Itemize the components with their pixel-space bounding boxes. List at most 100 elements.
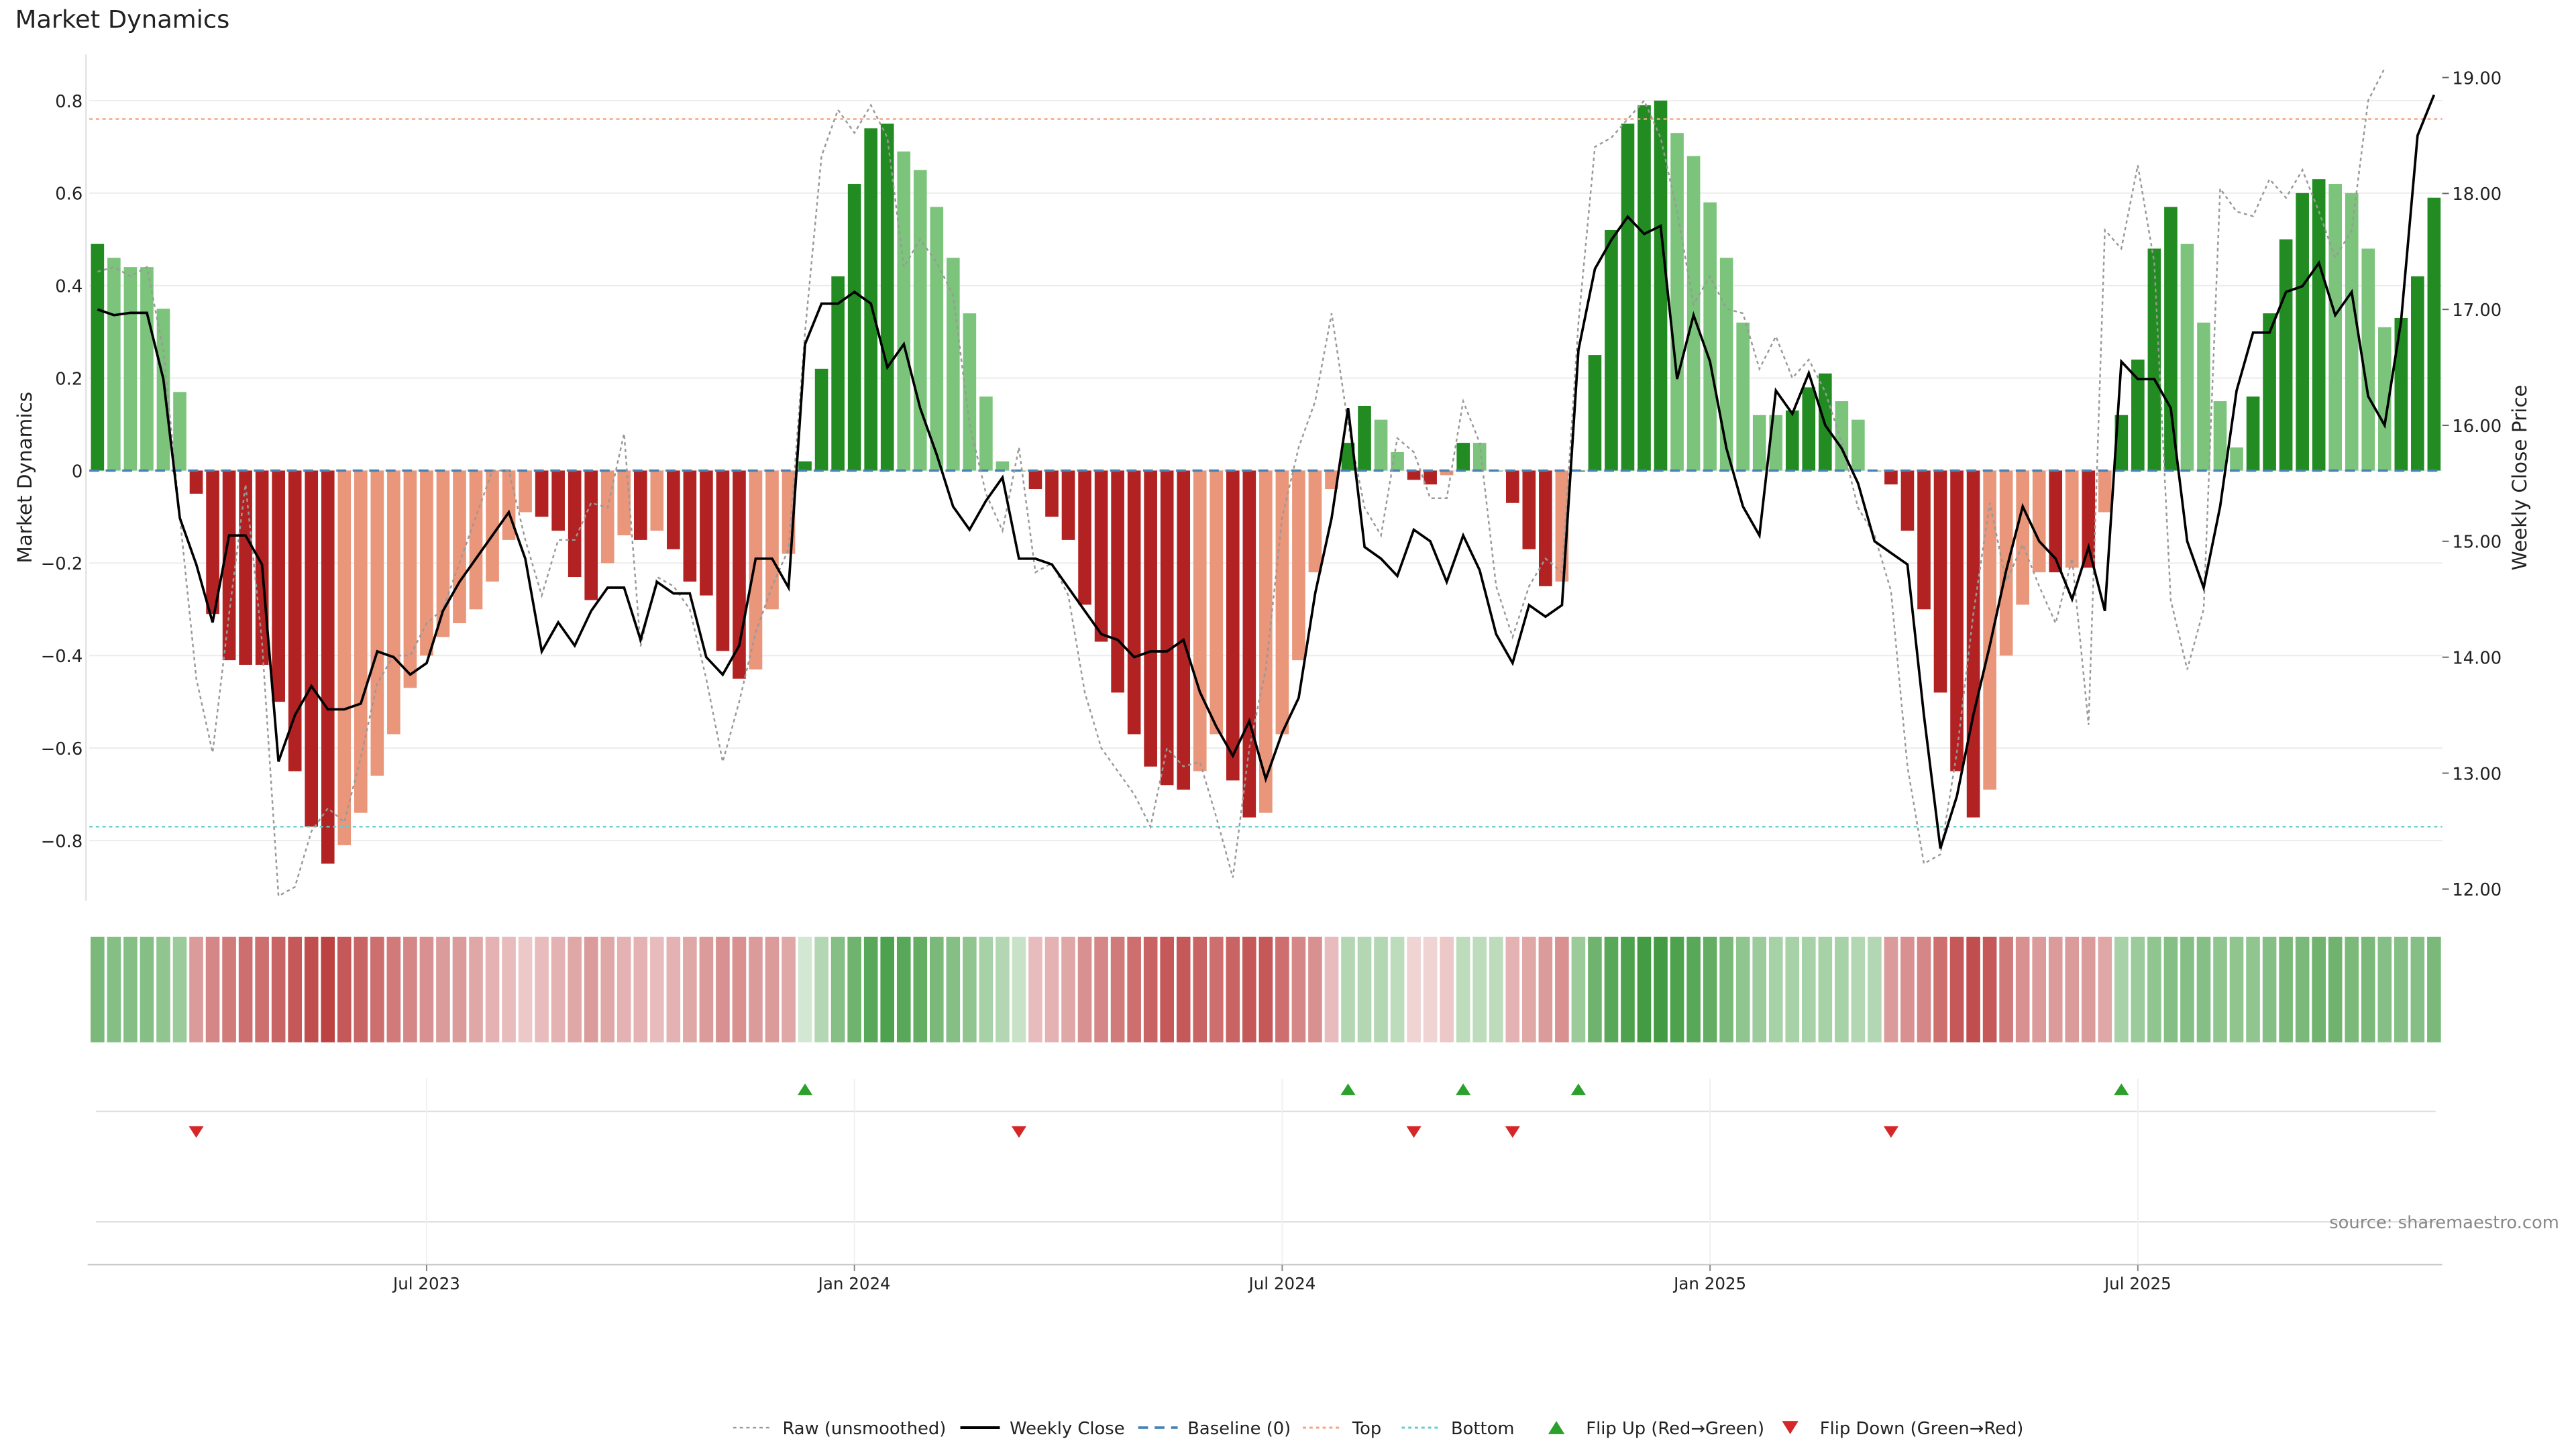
- bar: [1127, 470, 1141, 735]
- bar: [1703, 202, 1717, 471]
- bar: [2147, 248, 2161, 471]
- ribbon-cell: [1571, 936, 1586, 1042]
- ribbon-cell: [1637, 936, 1652, 1042]
- ribbon-cell: [321, 936, 335, 1042]
- bar: [1374, 419, 1388, 471]
- bar: [272, 470, 285, 702]
- ribbon-cell: [2361, 936, 2375, 1042]
- legend-item: Raw (unsmoothed): [733, 1419, 946, 1439]
- ribbon-cell: [584, 936, 598, 1042]
- bar: [2065, 470, 2079, 568]
- ribbon-cell: [2098, 936, 2112, 1042]
- bar: [2345, 193, 2359, 471]
- bar: [1950, 470, 1964, 771]
- flip-up-marker: [1340, 1083, 1356, 1095]
- ribbon-cell: [2180, 936, 2194, 1042]
- strength-ribbon: [91, 936, 2441, 1042]
- ribbon-cell: [1588, 936, 1602, 1042]
- bar: [91, 244, 105, 471]
- legend-item: Weekly Close: [960, 1419, 1125, 1439]
- ribbon-cell: [2312, 936, 2326, 1042]
- bar: [305, 470, 319, 827]
- ribbon-cell: [1686, 936, 1701, 1042]
- ribbon-cell: [666, 936, 681, 1042]
- ribbon-cell: [502, 936, 516, 1042]
- bar: [2197, 322, 2210, 471]
- ribbon-cell: [1884, 936, 1898, 1042]
- x-tick-label: Jul 2023: [392, 1274, 460, 1293]
- ribbon-cell: [1160, 936, 1174, 1042]
- bar: [1094, 470, 1108, 642]
- ribbon-cell: [1472, 936, 1487, 1042]
- legend-marker-up: [1548, 1421, 1565, 1434]
- bar: [2411, 276, 2424, 471]
- ribbon-cell: [732, 936, 747, 1042]
- bar: [1440, 470, 1454, 476]
- bar: [1539, 470, 1552, 586]
- legend-item: Baseline (0): [1138, 1419, 1291, 1439]
- bar: [2164, 207, 2178, 471]
- ribbon-cell: [1308, 936, 1322, 1042]
- bar: [1292, 470, 1305, 661]
- ribbon-cell: [650, 936, 664, 1042]
- bar: [502, 470, 516, 540]
- ribbon-cell: [1868, 936, 1882, 1042]
- ribbon-cell: [600, 936, 615, 1042]
- ribbon-cell: [1538, 936, 1553, 1042]
- bar: [1144, 470, 1157, 767]
- bar: [288, 470, 302, 771]
- y-right-tick-label: 14.00: [2452, 649, 2502, 669]
- ribbon-cell: [699, 936, 714, 1042]
- bar: [519, 470, 532, 513]
- ribbon-cell: [1226, 936, 1240, 1042]
- ribbon-cell: [683, 936, 697, 1042]
- ribbon-cell: [1999, 936, 2013, 1042]
- ribbon-cell: [1258, 936, 1273, 1042]
- bar: [913, 170, 927, 471]
- ribbon-cell: [1489, 936, 1503, 1042]
- ribbon-cell: [1900, 936, 1915, 1042]
- ribbon-cell: [2345, 936, 2359, 1042]
- legend-label: Baseline (0): [1187, 1419, 1291, 1439]
- ribbon-cell: [1604, 936, 1619, 1042]
- ribbon-cell: [568, 936, 582, 1042]
- ribbon-cell: [765, 936, 780, 1042]
- bar: [1736, 322, 1750, 471]
- ribbon-cell: [1324, 936, 1339, 1042]
- bar: [486, 470, 499, 582]
- ribbon-cell: [2377, 936, 2392, 1042]
- ribbon-cell: [469, 936, 483, 1042]
- bar: [1884, 470, 1898, 485]
- bar: [897, 151, 911, 471]
- ribbon-cell: [1785, 936, 1800, 1042]
- ribbon-cell: [1835, 936, 1849, 1042]
- ribbon-cell: [2279, 936, 2293, 1042]
- ribbon-cell: [386, 936, 401, 1042]
- bar: [1785, 410, 1799, 471]
- bar: [123, 267, 138, 471]
- ribbon-cell: [140, 936, 154, 1042]
- ribbon-cell: [1752, 936, 1767, 1042]
- bar: [2082, 470, 2096, 568]
- bar: [206, 470, 219, 614]
- bar: [1259, 470, 1273, 813]
- bar: [667, 470, 680, 549]
- bar: [1900, 470, 1915, 531]
- x-tick-label: Jan 2024: [817, 1274, 891, 1293]
- bar: [1654, 100, 1668, 471]
- legend-label: Raw (unsmoothed): [782, 1419, 946, 1439]
- ribbon-cell: [798, 936, 812, 1042]
- flip-down-marker: [189, 1126, 204, 1138]
- ribbon-cell: [2328, 936, 2343, 1042]
- ribbon-cell: [1407, 936, 1421, 1042]
- ribbon-cell: [2410, 936, 2425, 1042]
- ribbon-cell: [1357, 936, 1372, 1042]
- legend-label: Weekly Close: [1010, 1419, 1124, 1439]
- bar: [551, 470, 565, 531]
- x-tick-label: Jul 2024: [1247, 1274, 1316, 1293]
- ribbon-cell: [896, 936, 911, 1042]
- flip-up-marker: [1456, 1083, 1471, 1095]
- ribbon-cell: [354, 936, 368, 1042]
- ribbon-cell: [2295, 936, 2310, 1042]
